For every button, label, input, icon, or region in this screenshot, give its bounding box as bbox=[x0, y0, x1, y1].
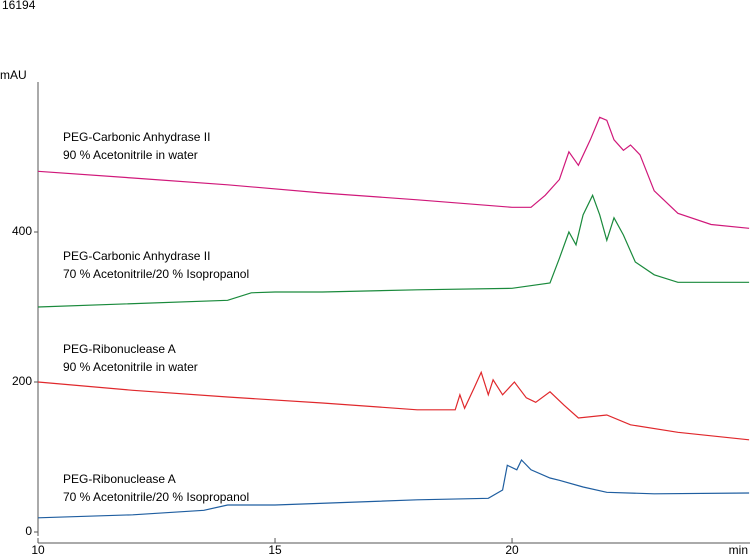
x-axis-label: min bbox=[729, 543, 748, 557]
trace bbox=[37, 458, 750, 519]
y-tick-label: 400 bbox=[12, 224, 32, 238]
trace bbox=[37, 193, 750, 308]
x-tick-label: 10 bbox=[31, 543, 45, 557]
x-tick-label: 20 bbox=[505, 543, 519, 557]
trace-condition: 70 % Acetonitrile/20 % Isopropanol bbox=[63, 490, 249, 504]
y-tick-label: 0 bbox=[25, 524, 32, 538]
y-axis-label: mAU bbox=[0, 68, 27, 82]
trace-condition: 90 % Acetonitrile in water bbox=[63, 360, 198, 374]
trace bbox=[37, 370, 750, 441]
trace-condition: 70 % Acetonitrile/20 % Isopropanol bbox=[63, 267, 249, 281]
trace-condition: 90 % Acetonitrile in water bbox=[63, 148, 198, 162]
trace-label: PEG-Carbonic Anhydrase II bbox=[63, 249, 210, 263]
trace-label: PEG-Carbonic Anhydrase II bbox=[63, 130, 210, 144]
y-tick-label: 200 bbox=[12, 374, 32, 388]
trace-label: PEG-Ribonuclease A bbox=[63, 472, 176, 486]
trace bbox=[37, 116, 750, 229]
trace-label: PEG-Ribonuclease A bbox=[63, 342, 176, 356]
x-tick-label: 15 bbox=[268, 543, 282, 557]
header-number: 16194 bbox=[2, 0, 36, 12]
